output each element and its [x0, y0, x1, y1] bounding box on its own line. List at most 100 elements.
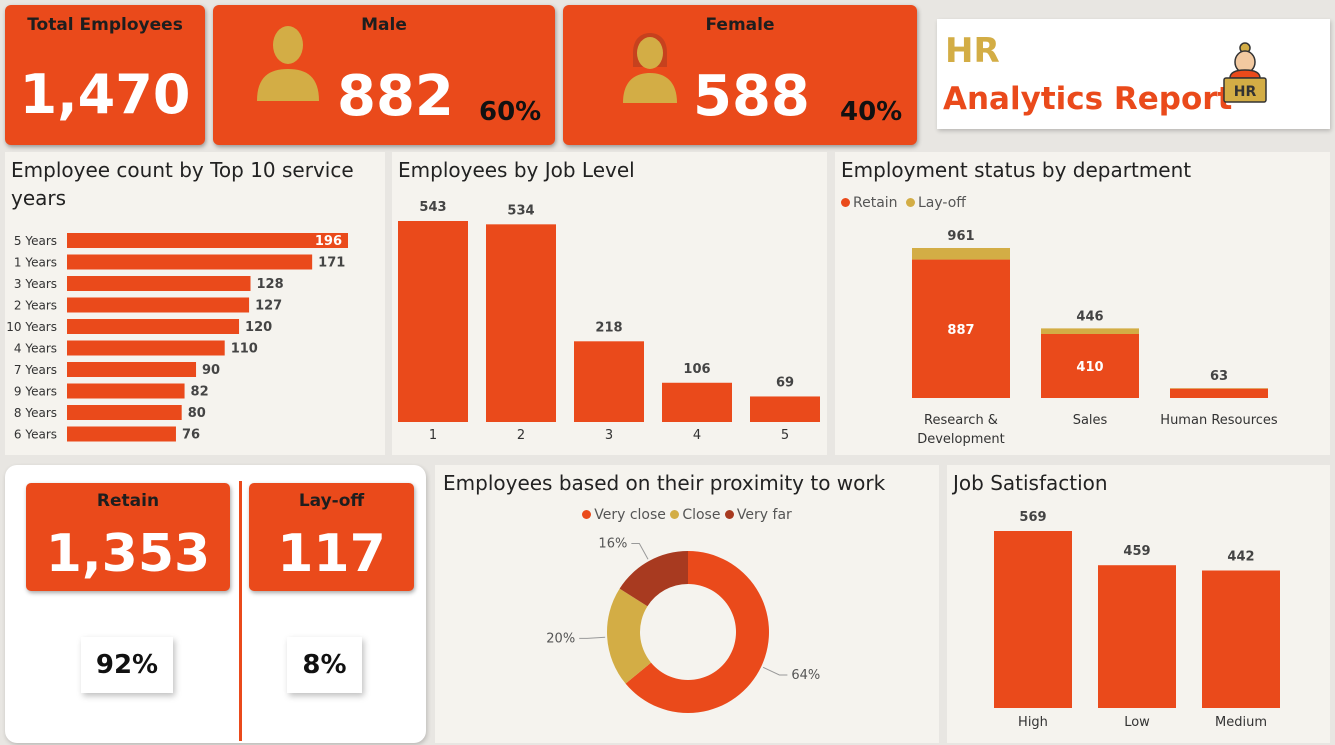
legend-very-close-label: Very close — [594, 507, 666, 523]
proximity-value: 20% — [546, 631, 575, 646]
satisfaction-bar — [1098, 565, 1176, 708]
year-label: 3 Years — [14, 277, 57, 291]
year-label: 7 Years — [14, 363, 57, 377]
level-value: 218 — [595, 320, 622, 335]
satisfaction-value: 569 — [1019, 510, 1046, 525]
legend-layoff: Lay-off — [906, 195, 966, 211]
dept-total-value: 63 — [1210, 369, 1228, 384]
proximity-value: 16% — [598, 536, 627, 551]
proximity-legend: Very close Close Very far — [435, 507, 939, 523]
year-value: 80 — [188, 406, 206, 421]
year-label: 5 Years — [14, 234, 57, 248]
proximity-panel: Employees based on their proximity to wo… — [435, 465, 939, 743]
year-label: 2 Years — [14, 299, 57, 313]
retain-percent: 92% — [81, 637, 173, 693]
service-years-chart: 5 Years 196 1 Years 171 3 Years 128 2 Years 127… — [6, 233, 348, 443]
job-level-chart: 543 1 534 2 218 3 106 4 69 5 — [398, 200, 820, 443]
year-bar — [67, 297, 250, 313]
job-level-panel: Employees by Job Level 543 1 534 2 218 3 106 4 6… — [392, 152, 827, 455]
legend-close-label: Close — [682, 507, 721, 523]
male-card: Male 882 60% — [213, 5, 555, 145]
dept-total-value: 961 — [947, 229, 974, 244]
level-value: 534 — [507, 203, 534, 218]
total-employees-value: 1,470 — [19, 63, 191, 126]
legend-layoff-label: Lay-off — [918, 195, 966, 211]
year-label: 1 Years — [14, 256, 57, 270]
dept-label: Human Resources — [1160, 413, 1278, 428]
dept-layoff-bar — [912, 248, 1010, 260]
male-title: Male — [361, 15, 407, 35]
legend-close: Close — [670, 507, 720, 523]
male-percent: 60% — [479, 97, 542, 127]
level-value: 69 — [776, 375, 794, 390]
year-value: 82 — [191, 385, 209, 400]
layoff-percent: 8% — [287, 637, 362, 693]
female-value: 588 — [693, 64, 810, 129]
year-value: 128 — [257, 277, 284, 292]
year-bar — [67, 426, 176, 442]
level-bar — [398, 221, 468, 422]
service-years-title: Employee count by Top 10 service years — [11, 158, 354, 210]
proximity-value: 64% — [791, 668, 820, 683]
dept-status-title: Employment status by department — [841, 158, 1192, 182]
year-bar — [67, 340, 225, 356]
level-bar — [574, 341, 644, 422]
year-bar — [67, 233, 348, 248]
level-value: 543 — [419, 200, 446, 215]
dept-retain-value: 410 — [1076, 360, 1103, 375]
legend-retain: Retain — [841, 195, 898, 211]
level-bar — [486, 224, 556, 422]
legend-very-far: Very far — [724, 507, 792, 523]
year-bar — [67, 383, 185, 399]
level-label: 1 — [429, 428, 437, 443]
total-employees-title: Total Employees — [27, 15, 183, 35]
legend-retain-label: Retain — [853, 195, 898, 211]
job-satisfaction-chart: 569 High 459 Low 442 Medium — [994, 510, 1280, 730]
proximity-leader — [762, 666, 788, 676]
satisfaction-label: High — [1018, 715, 1048, 730]
proximity-title: Employees based on their proximity to wo… — [443, 471, 886, 495]
year-label: 9 Years — [14, 385, 57, 399]
proximity-slice — [619, 551, 688, 607]
level-label: 2 — [517, 428, 525, 443]
report-title-hr: HR — [945, 31, 1000, 71]
dept-layoff-bar — [1041, 328, 1139, 335]
male-value: 882 — [337, 64, 454, 129]
female-percent: 40% — [840, 97, 903, 127]
legend-very-close: Very close — [582, 507, 666, 523]
level-label: 3 — [605, 428, 613, 443]
report-title-analytics: Analytics Report — [943, 81, 1233, 117]
dept-label: Research & — [924, 413, 998, 428]
dept-status-panel: Employment status by department Retain L… — [835, 152, 1330, 455]
proximity-leader — [631, 542, 649, 560]
legend-very-far-label: Very far — [736, 507, 792, 523]
year-label: 4 Years — [14, 342, 57, 356]
year-bar — [67, 254, 313, 270]
female-card: Female 588 40% — [563, 5, 917, 145]
retain-title: Retain — [96, 491, 160, 511]
dept-label: Development — [917, 432, 1005, 447]
year-bar — [67, 276, 251, 291]
dept-retain-bar — [912, 259, 1010, 398]
job-satisfaction-title: Job Satisfaction — [953, 471, 1108, 495]
satisfaction-label: Low — [1124, 715, 1150, 730]
job-level-title: Employees by Job Level — [398, 158, 635, 182]
dept-retain-bar — [1041, 334, 1139, 398]
year-bar — [67, 405, 182, 420]
year-label: 6 Years — [14, 428, 57, 442]
satisfaction-value: 442 — [1227, 550, 1254, 565]
dept-status-legend: Retain Lay-off — [841, 195, 966, 211]
year-bar — [67, 362, 197, 377]
proximity-slice — [625, 551, 769, 713]
year-value: 127 — [255, 299, 282, 314]
male-user-icon — [257, 26, 319, 101]
year-bar — [67, 319, 240, 334]
year-value: 110 — [231, 342, 258, 357]
level-value: 106 — [683, 362, 710, 377]
retain-card: Retain 1,353 — [26, 483, 230, 591]
year-value: 90 — [202, 363, 220, 378]
satisfaction-label: Medium — [1215, 715, 1267, 730]
level-label: 5 — [781, 428, 789, 443]
level-label: 4 — [693, 428, 701, 443]
service-years-panel: Employee count by Top 10 service years 5… — [5, 152, 385, 455]
